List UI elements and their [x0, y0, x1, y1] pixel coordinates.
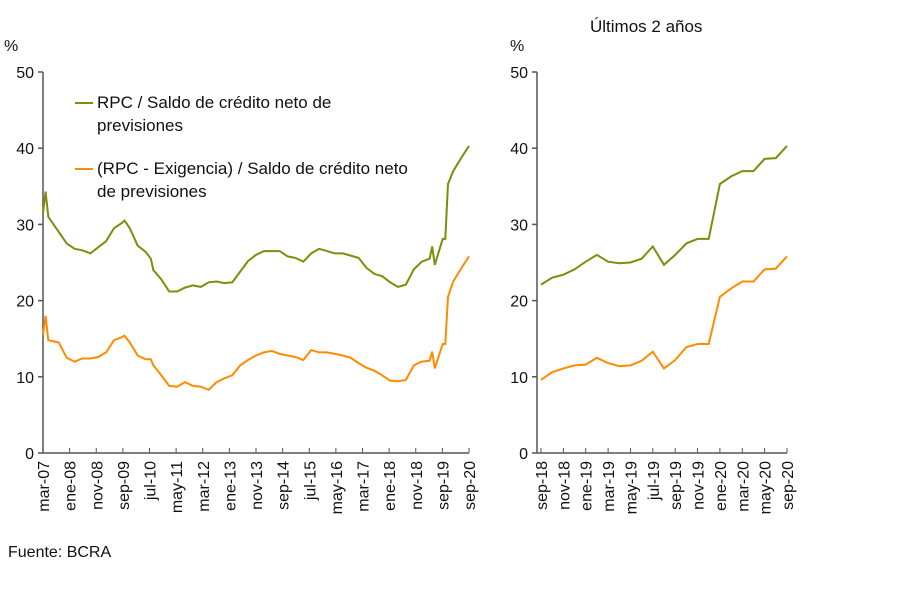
- right-chart-title: Últimos 2 años: [590, 17, 703, 36]
- y-tick-label: 50: [510, 65, 528, 82]
- y-tick-label: 20: [16, 294, 34, 311]
- legend-item-rpc-exigencia: (RPC - Exigencia) / Saldo de crédito net…: [97, 157, 427, 203]
- y-tick-label: 50: [16, 65, 34, 82]
- x-tick-label: jul-15: [302, 461, 319, 501]
- x-tick-label: mar-12: [196, 461, 213, 512]
- y-axis-unit: %: [510, 38, 524, 55]
- x-tick-label: mar-19: [601, 461, 618, 512]
- x-tick-label: nov-19: [691, 461, 708, 510]
- y-tick-label: 10: [16, 370, 34, 387]
- x-tick-label: jul-19: [646, 461, 663, 501]
- y-axis-unit: %: [4, 38, 18, 55]
- y-tick-label: 40: [16, 141, 34, 158]
- line-rpc-2y: [540, 145, 788, 286]
- x-tick-label: may-19: [623, 461, 640, 514]
- x-tick-label: ene-13: [222, 461, 239, 511]
- x-tick-label: sep-14: [276, 461, 293, 510]
- x-tick-label: ene-18: [382, 461, 399, 511]
- y-tick-label: 0: [25, 446, 34, 463]
- legend-item-rpc: RPC / Saldo de crédito neto de prevision…: [97, 91, 397, 137]
- y-tick-label: 0: [519, 446, 528, 463]
- x-tick-label: sep-09: [116, 461, 133, 510]
- x-tick-label: sep-19: [668, 461, 685, 510]
- y-tick-label: 40: [510, 141, 528, 158]
- y-tick-label: 20: [510, 294, 528, 311]
- x-tick-label: nov-13: [249, 461, 266, 510]
- x-tick-label: ene-08: [63, 461, 80, 511]
- x-tick-label: may-20: [758, 461, 775, 514]
- x-tick-label: mar-20: [735, 461, 752, 512]
- x-tick-label: ene-20: [713, 461, 730, 511]
- x-tick-label: sep-20: [462, 461, 479, 510]
- source-note: Fuente: BCRA: [8, 544, 112, 561]
- y-tick-label: 30: [510, 217, 528, 234]
- y-tick-label: 30: [16, 217, 34, 234]
- x-tick-label: sep-19: [435, 461, 452, 510]
- legend-label-rpc: RPC / Saldo de crédito neto de prevision…: [97, 93, 332, 135]
- x-tick-label: sep-18: [534, 461, 551, 510]
- x-tick-label: nov-08: [89, 461, 106, 510]
- x-tick-label: ene-19: [579, 461, 596, 511]
- legend-label-rpc-exigencia: (RPC - Exigencia) / Saldo de crédito net…: [97, 159, 408, 201]
- x-tick-label: jul-10: [143, 461, 160, 501]
- x-tick-label: mar-17: [356, 461, 373, 512]
- x-tick-label: sep-20: [780, 461, 797, 510]
- x-tick-label: nov-18: [409, 461, 426, 510]
- line-rpc-exigencia-2y: [540, 255, 788, 381]
- x-tick-label: nov-18: [556, 461, 573, 510]
- x-tick-label: may-16: [329, 461, 346, 514]
- y-tick-label: 10: [510, 370, 528, 387]
- x-tick-label: may-11: [169, 461, 186, 513]
- line-rpc: [42, 145, 470, 293]
- line-rpc-exigencia: [42, 255, 470, 391]
- x-tick-label: mar-07: [36, 461, 53, 512]
